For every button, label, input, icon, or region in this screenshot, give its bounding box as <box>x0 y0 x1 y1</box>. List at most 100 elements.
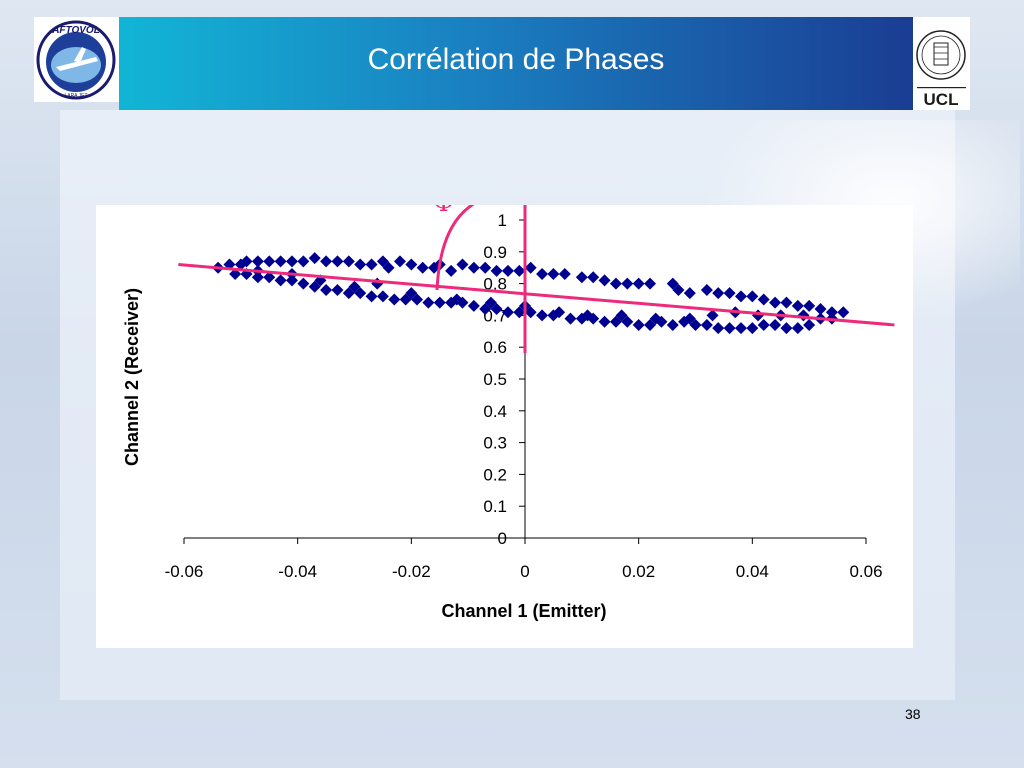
data-point <box>769 318 782 331</box>
data-point <box>683 312 696 325</box>
data-point <box>734 290 747 303</box>
data-point <box>479 303 492 316</box>
data-point <box>621 315 634 328</box>
x-axis-title: Channel 1 (Emitter) <box>441 601 606 621</box>
data-point <box>490 303 503 316</box>
y-tick-label: 0.5 <box>483 370 507 389</box>
data-point <box>547 268 560 281</box>
data-point <box>536 309 549 322</box>
data-point <box>331 255 344 268</box>
data-point <box>524 306 537 319</box>
data-point <box>723 287 736 300</box>
data-point <box>484 296 497 309</box>
data-point <box>263 271 276 284</box>
data-point <box>411 293 424 306</box>
aftovol-logo: AFTOVOL LARA JET <box>34 17 119 102</box>
data-point <box>365 290 378 303</box>
data-point <box>689 318 702 331</box>
data-point <box>825 306 838 319</box>
data-point <box>734 322 747 335</box>
data-point <box>712 322 725 335</box>
data-point <box>615 309 628 322</box>
data-point <box>558 268 571 281</box>
scatter-chart: -0.06 -0.04 -0.02 0 0.02 0.04 0.06 00.10.20.30… <box>122 205 895 621</box>
data-point <box>251 271 264 284</box>
data-point <box>354 258 367 271</box>
data-point <box>314 274 327 287</box>
data-point <box>501 306 514 319</box>
x-tick-label: 0.04 <box>736 562 769 581</box>
data-point <box>609 277 622 290</box>
data-point <box>757 318 770 331</box>
logo-right-text: UCL <box>924 90 959 109</box>
data-point <box>297 255 310 268</box>
data-point <box>467 299 480 312</box>
data-point <box>274 255 287 268</box>
data-point <box>632 277 645 290</box>
data-point <box>331 283 344 296</box>
y-axis-title: Channel 2 (Receiver) <box>122 288 142 466</box>
data-point <box>706 309 719 322</box>
data-point <box>723 322 736 335</box>
data-point <box>598 315 611 328</box>
data-point <box>587 271 600 284</box>
data-point <box>234 258 247 271</box>
data-point <box>644 277 657 290</box>
data-point <box>399 293 412 306</box>
data-point <box>342 287 355 300</box>
data-point <box>575 312 588 325</box>
data-point <box>536 268 549 281</box>
x-tick-label: 0.06 <box>849 562 882 581</box>
data-point <box>274 274 287 287</box>
data-point <box>320 255 333 268</box>
data-point <box>837 306 850 319</box>
data-point <box>376 290 389 303</box>
data-point <box>445 264 458 277</box>
data-point <box>251 255 264 268</box>
data-point <box>513 306 526 319</box>
phi-angle-arc <box>435 205 475 291</box>
y-tick-label: 0.8 <box>483 275 507 294</box>
data-point <box>575 271 588 284</box>
data-point <box>433 296 446 309</box>
ucl-logo: UCL <box>913 17 970 110</box>
data-point <box>240 255 253 268</box>
data-point <box>700 318 713 331</box>
y-tick-label: 0.2 <box>483 465 507 484</box>
data-point <box>683 287 696 300</box>
data-point <box>297 277 310 290</box>
data-point <box>524 261 537 274</box>
data-point <box>308 252 321 265</box>
data-point <box>467 261 480 274</box>
y-tick-label: 0.3 <box>483 434 507 453</box>
data-point <box>501 264 514 277</box>
slide-title: Corrélation de Phases <box>367 43 665 76</box>
x-tick-label: 0.02 <box>622 562 655 581</box>
data-point <box>388 293 401 306</box>
data-point <box>644 318 657 331</box>
data-point <box>780 322 793 335</box>
phi-symbol: Φ <box>433 205 454 218</box>
data-point <box>757 293 770 306</box>
data-point <box>791 299 804 312</box>
data-point <box>285 274 298 287</box>
data-point <box>752 309 765 322</box>
data-point <box>513 264 526 277</box>
data-point <box>456 258 469 271</box>
data-point <box>365 258 378 271</box>
data-point <box>285 255 298 268</box>
data-point <box>621 277 634 290</box>
data-point <box>393 255 406 268</box>
x-tick-label: -0.06 <box>165 562 204 581</box>
data-point <box>479 261 492 274</box>
data-point <box>712 287 725 300</box>
page-number: 38 <box>905 706 921 722</box>
data-point <box>416 261 429 274</box>
data-point <box>581 309 594 322</box>
data-point <box>598 274 611 287</box>
data-point <box>382 261 395 274</box>
data-point <box>240 268 253 281</box>
y-tick-label: 0.7 <box>483 306 507 325</box>
trend-line <box>178 263 895 327</box>
chart-panel: -0.06 -0.04 -0.02 0 0.02 0.04 0.06 0 0.1 0.2 0.3 0… <box>96 205 913 648</box>
